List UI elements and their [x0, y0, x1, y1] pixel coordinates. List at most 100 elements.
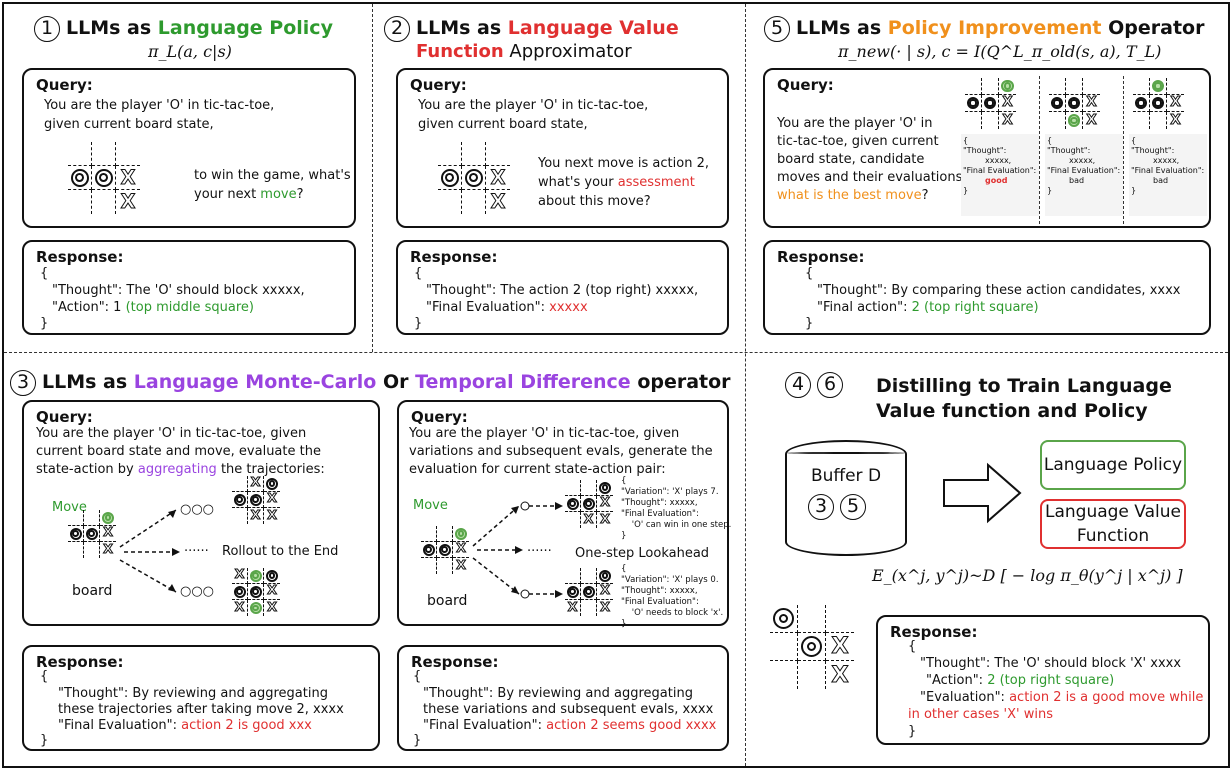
- board-cell: [264, 568, 280, 584]
- response-text: "Final action": 2 (top right square): [817, 300, 1039, 315]
- board-cell: [565, 496, 581, 512]
- panel2-response-box: Response: { "Thought": The action 2 (top…: [396, 240, 729, 335]
- board-cell: X: [597, 496, 613, 512]
- board-cell: [999, 78, 1016, 95]
- distillation-loss-formula: E_(x^j, y^j)~D [ − log π_θ(y^j | x^j) ]: [872, 566, 1183, 585]
- x-mark-icon: X: [103, 541, 114, 557]
- panel2-title: 2 LLMs as Language Value: [384, 16, 679, 42]
- o-mark-icon: [233, 493, 246, 506]
- board-cell: [248, 600, 264, 616]
- query-text: You next move is action 2,: [538, 156, 709, 171]
- board-cell: [798, 605, 826, 633]
- board-cell: [462, 190, 486, 214]
- board-cell: [965, 78, 982, 95]
- query-text: You are the player 'O' in tic-tac-toe, g…: [409, 426, 680, 441]
- rollout-states: ○○○: [180, 502, 215, 517]
- variation-note: { "Variation": 'X' plays 7. "Thought": x…: [621, 476, 732, 541]
- board-cell: X: [486, 166, 510, 190]
- evaluation-line: good: [985, 176, 1008, 185]
- x-mark-icon: X: [600, 511, 611, 527]
- board-cell: [264, 476, 280, 492]
- board-cell: X: [264, 492, 280, 508]
- query-text: what's your assessment: [538, 175, 695, 190]
- lookahead-arrows: [472, 501, 563, 599]
- board-label: board: [72, 583, 113, 599]
- td-query-box: Query: You are the player 'O' in tic-tac…: [397, 400, 732, 629]
- green-o-mark-icon: [1001, 79, 1014, 93]
- board-cell: X: [826, 633, 854, 661]
- query-text: given current board state,: [418, 117, 588, 132]
- o-mark-icon: [69, 527, 82, 540]
- board-cell: X: [248, 476, 264, 492]
- green-o-mark-icon: [1151, 79, 1165, 93]
- board-cell: [982, 112, 999, 129]
- board-cell: [1150, 78, 1167, 95]
- o-mark-icon: [966, 96, 980, 110]
- query-label: Query:: [36, 408, 93, 426]
- board-cell: X: [1083, 95, 1100, 112]
- x-mark-icon: X: [1086, 111, 1098, 128]
- arrow-icon: [943, 462, 1022, 524]
- o-mark-icon: [266, 477, 278, 490]
- evaluation-line: {: [1131, 136, 1137, 145]
- o-mark-icon: [566, 497, 579, 510]
- panel2-query-box: Query: You are the player 'O' in tic-tac…: [396, 68, 729, 228]
- board-cell: [1133, 95, 1150, 112]
- o-mark-icon: [582, 497, 595, 510]
- panel3-title: 3 LLMs as Language Monte-Carlo Or Tempora…: [10, 370, 731, 396]
- board-cell: [1083, 78, 1100, 95]
- panel1-response-box: Response: { "Thought": The 'O' should bl…: [22, 240, 356, 335]
- panel5-query-box: Query: You are the player 'O' in tic-tac…: [763, 68, 1211, 228]
- x-mark-icon: X: [120, 190, 136, 214]
- rollout-label: Rollout to the End: [222, 544, 339, 559]
- response-text: {: [908, 639, 917, 654]
- x-mark-icon: X: [456, 541, 467, 557]
- response-label: Response:: [36, 653, 124, 671]
- panel46-title: Distilling to Train Language: [876, 375, 1172, 397]
- x-mark-icon: X: [250, 475, 261, 491]
- query-text: You are the player 'O' in: [777, 116, 933, 131]
- board-cell: [965, 95, 982, 112]
- board-cell: [116, 142, 140, 166]
- query-text: moves and their evaluations,: [777, 170, 967, 185]
- board-cell: [68, 510, 84, 526]
- board-cell: [1133, 112, 1150, 129]
- response-text: {: [805, 266, 814, 281]
- mc-response-box: Response: { "Thought": By reviewing and …: [22, 645, 380, 751]
- board-cell: X: [453, 542, 469, 558]
- x-mark-icon: X: [600, 599, 611, 615]
- x-mark-icon: X: [490, 190, 506, 214]
- response-text: }: [40, 316, 49, 331]
- board-cell: [565, 584, 581, 600]
- response-text: "Action": 1 (top middle square): [52, 300, 254, 315]
- divider: [745, 4, 746, 766]
- response-text: "Thought": By comparing these action can…: [817, 283, 1181, 298]
- board-cell: X: [826, 661, 854, 689]
- response-text: {: [40, 266, 49, 281]
- green-o-mark-icon: [455, 527, 467, 540]
- board-cell: X: [100, 542, 116, 558]
- evaluation-line: "Thought":: [1131, 146, 1175, 155]
- board-cell: [68, 542, 84, 558]
- board-cell: [965, 112, 982, 129]
- board-cell: X: [581, 512, 597, 528]
- board-cell: X: [232, 600, 248, 616]
- board-cell: [438, 166, 462, 190]
- o-mark-icon: [266, 569, 278, 582]
- x-mark-icon: X: [600, 583, 611, 599]
- green-o-mark-icon: [249, 569, 262, 582]
- green-o-mark-icon: [249, 602, 262, 614]
- x-mark-icon: X: [267, 599, 278, 615]
- board-cell: [438, 190, 462, 214]
- o-mark-icon: [70, 168, 89, 187]
- response-text: "Final Evaluation": action 2 seems good …: [423, 718, 717, 733]
- o-mark-icon: [440, 168, 459, 187]
- response-text: these trajectories after taking move 2, …: [58, 702, 344, 717]
- response-text: {: [413, 669, 422, 684]
